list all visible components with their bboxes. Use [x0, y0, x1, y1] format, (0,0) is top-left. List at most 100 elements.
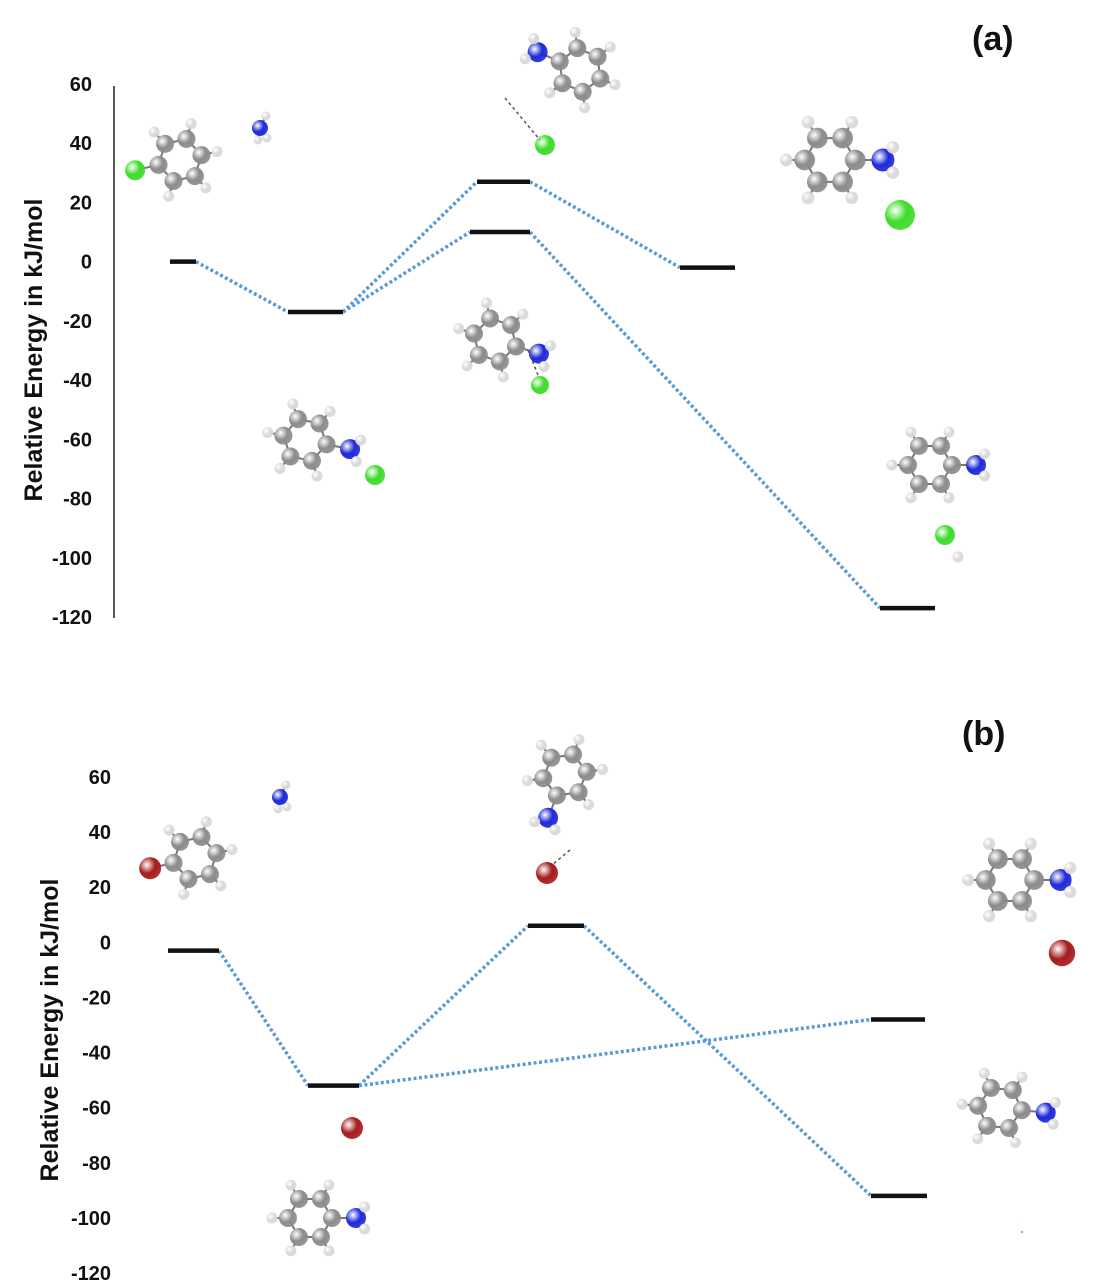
- carbon-atom: [1012, 891, 1032, 911]
- carbon-atom: [507, 337, 526, 356]
- hydrogen-atom: [535, 739, 547, 751]
- hydrogen-atom: [1016, 1071, 1028, 1083]
- hydrogen-atom: [350, 456, 362, 468]
- carbon-atom: [577, 762, 596, 781]
- carbon-atom: [469, 345, 488, 364]
- panel-a-label: (a): [972, 20, 1014, 58]
- carbon-atom: [975, 870, 996, 890]
- hydrogen-atom: [905, 426, 917, 438]
- ammonia-molecule: [272, 780, 292, 814]
- carbon-atom: [1012, 849, 1032, 869]
- panel-b-levels: [168, 923, 927, 1199]
- chlorine-atom: [125, 160, 146, 181]
- chlorine-atom: [531, 376, 549, 394]
- hydrogen-atom: [178, 888, 190, 900]
- hydrogen-atom: [521, 775, 533, 787]
- hydrogen-atom: [978, 1067, 990, 1079]
- hydrogen-atom: [1050, 1097, 1062, 1109]
- transition-state-a2: [453, 297, 557, 394]
- carbon-atom: [899, 456, 917, 474]
- hydrogen-atom: [323, 1245, 335, 1257]
- carbon-atom: [502, 316, 521, 335]
- hydrogen-atom: [538, 361, 550, 373]
- hydrogen-atom: [274, 462, 286, 474]
- carbon-atom: [844, 149, 866, 171]
- carbon-atom: [164, 853, 183, 872]
- hydrogen-atom: [215, 880, 227, 892]
- ammonia-molecule: [252, 111, 272, 145]
- y-tick-label: -100: [71, 1208, 111, 1230]
- hydrogen-atom: [943, 426, 955, 438]
- carbon-atom: [553, 74, 572, 93]
- hydrogen-atom: [324, 406, 336, 418]
- hydrogen-atom: [1064, 886, 1077, 899]
- hydrogen-atom: [163, 190, 175, 202]
- carbon-atom: [156, 134, 175, 153]
- hydrogen-atom: [200, 816, 212, 828]
- bromine-atom: [1048, 939, 1076, 967]
- carbon-atom: [981, 1078, 1000, 1097]
- complex-a: [262, 398, 385, 485]
- y-tick-label: -60: [82, 1098, 111, 1120]
- hydrogen-atom: [281, 780, 291, 790]
- carbon-atom: [988, 891, 1008, 911]
- carbon-atom: [832, 127, 854, 149]
- carbon-atom: [274, 426, 293, 445]
- hydrogen-atom: [604, 41, 616, 53]
- hydrogen-atom: [886, 141, 900, 154]
- hydrogen-atom: [779, 153, 793, 167]
- hydrogen-atom: [1064, 861, 1077, 874]
- energy-connector-line: [528, 230, 882, 610]
- hydrogen-atom: [323, 1179, 335, 1191]
- carbon-atom: [164, 172, 183, 191]
- hydrogen-atom: [943, 492, 955, 504]
- carbon-atom: [588, 47, 607, 66]
- carbon-atom: [1024, 870, 1045, 890]
- y-tick-label: 40: [70, 133, 92, 155]
- y-tick-label: 20: [70, 192, 92, 214]
- partial-bond-dash: [504, 97, 541, 141]
- hydrogen-atom: [163, 824, 175, 836]
- panel-b-label: (b): [962, 715, 1005, 753]
- carbon-atom: [943, 456, 961, 474]
- bromine-atom: [536, 862, 558, 884]
- carbon-atom: [149, 155, 168, 174]
- panel-a-y-ticks: 60 40 20 0 -20 -40 -60 -80 -100 -120: [52, 74, 92, 629]
- carbon-atom: [177, 129, 196, 148]
- hydrogen-atom: [905, 492, 917, 504]
- energy-connector-line: [341, 180, 479, 314]
- partial-bond-dash: [551, 849, 571, 866]
- panel-b-y-ticks: 60 40 20 0 -20 -40 -60 -80 -100 -120: [71, 767, 111, 1285]
- carbon-atom: [807, 171, 828, 193]
- hydrogen-atom: [285, 1245, 297, 1257]
- carbon-atom: [464, 324, 483, 343]
- carbon-atom: [317, 435, 336, 454]
- hydrogen-atom: [801, 115, 815, 129]
- carbon-atom: [312, 1189, 330, 1208]
- y-tick-label: -80: [82, 1153, 111, 1175]
- carbon-atom: [573, 82, 592, 101]
- hydrogen-atom: [544, 87, 556, 99]
- carbon-atom: [547, 786, 566, 805]
- hydrogen-atom: [359, 1201, 371, 1213]
- hydrogen-atom: [845, 115, 859, 129]
- y-tick-label: -20: [82, 987, 111, 1009]
- y-tick-label: 0: [81, 252, 92, 274]
- panel-b-y-axis-label: Relative Energy in kJ/mol: [36, 879, 64, 1182]
- hydrogen-atom: [287, 398, 299, 410]
- carbon-atom: [978, 1116, 997, 1135]
- hydrogen-atom: [528, 33, 540, 45]
- carbon-atom: [179, 870, 198, 889]
- carbon-atom: [932, 436, 950, 455]
- hydrogen-atom: [962, 873, 975, 887]
- hydrogen-atom: [886, 459, 898, 471]
- energy-connector-line: [529, 180, 681, 270]
- hydrogen-atom: [886, 166, 900, 179]
- nitrogen-atom: [252, 120, 268, 136]
- carbon-atom: [568, 39, 587, 58]
- energy-connector-line: [358, 1017, 872, 1088]
- y-tick-label: 60: [70, 74, 92, 96]
- hydrogen-atom: [517, 308, 529, 320]
- hbr-product-b: [1019, 1221, 1037, 1256]
- hydrogen-atom: [519, 53, 531, 65]
